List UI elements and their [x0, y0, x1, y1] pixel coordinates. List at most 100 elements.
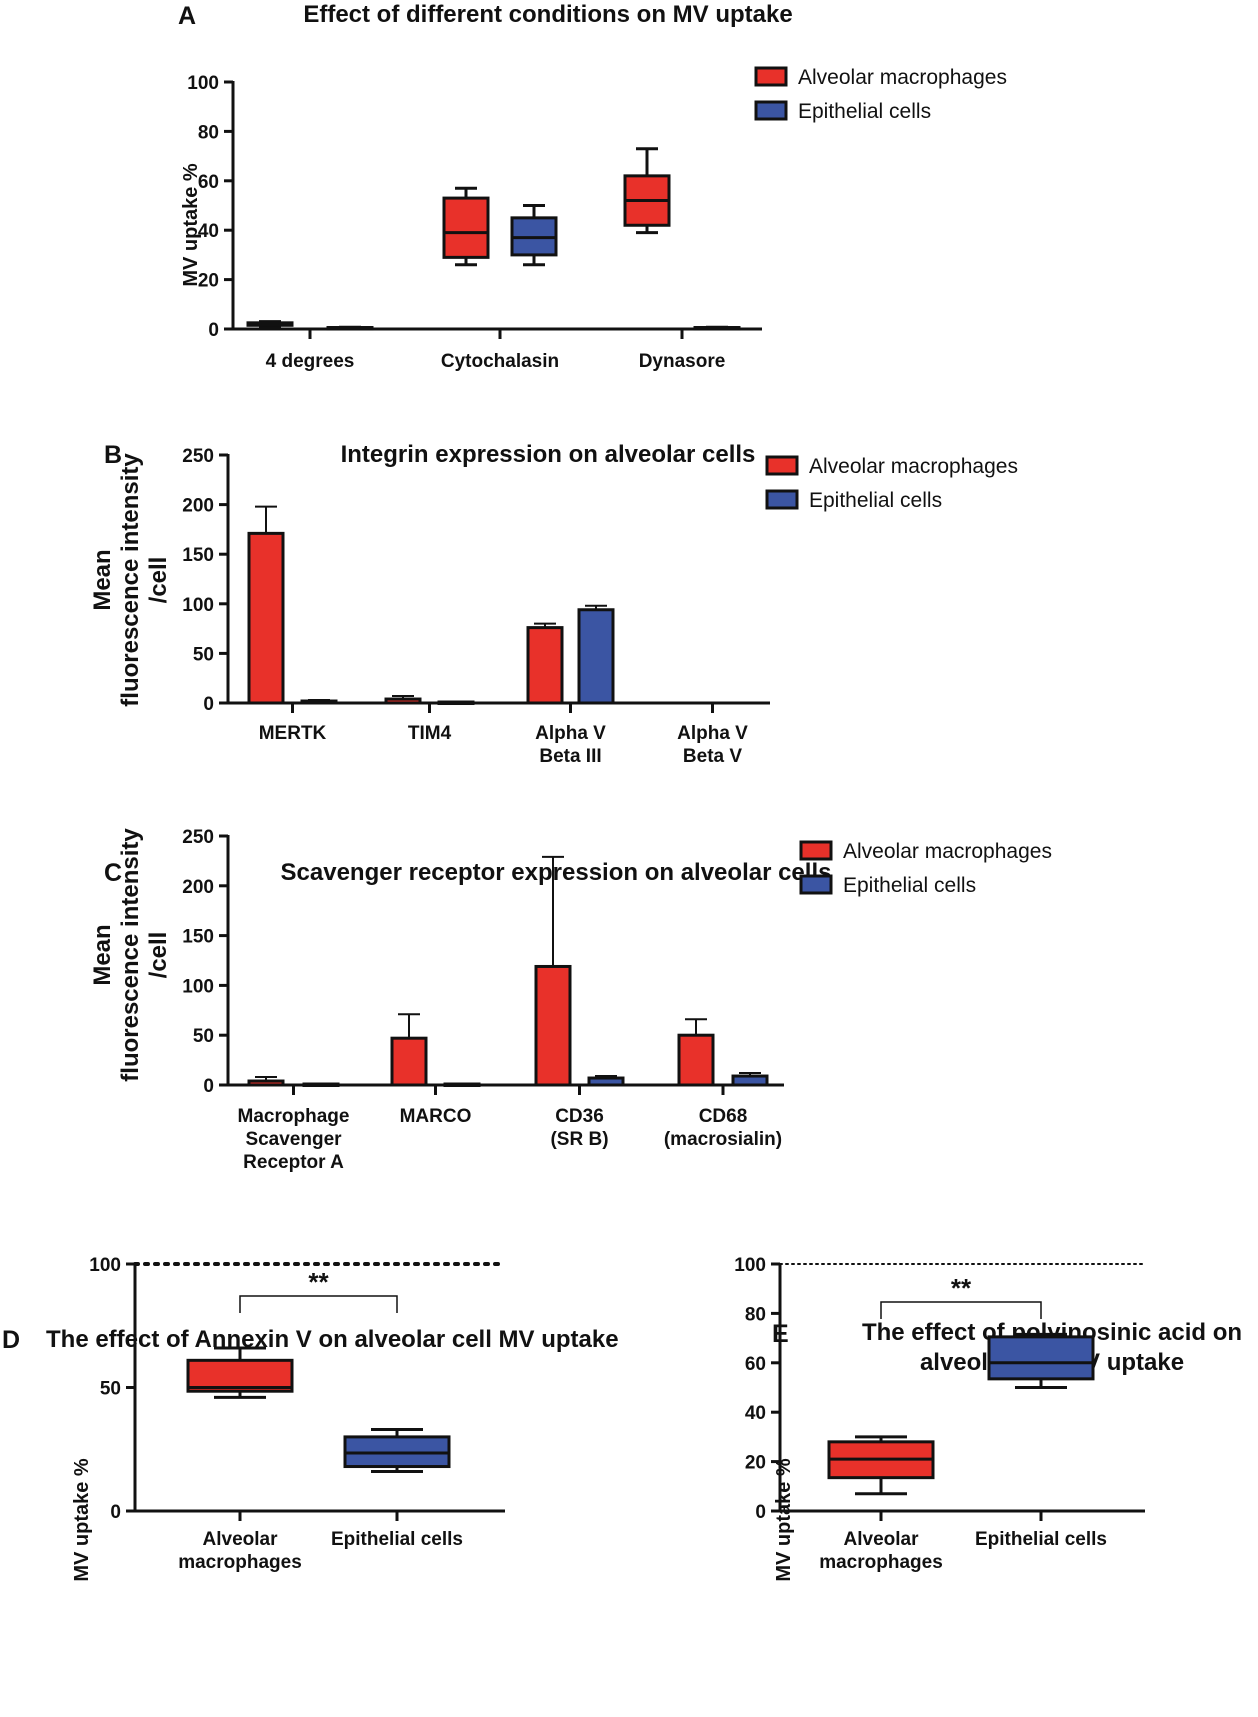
- bar-epithelial: [577, 608, 615, 705]
- legend-label-macrophage: Alveolar macrophages: [798, 66, 1007, 89]
- x-tick-label: macrophages: [178, 1552, 302, 1573]
- legend-label-epithelial: Epithelial cells: [843, 874, 976, 897]
- x-tick-label: Alveolar: [203, 1529, 279, 1550]
- bar-macrophage: [526, 626, 564, 705]
- x-tick-label: (macrosialin): [664, 1129, 782, 1150]
- panel-e: E The effect of polyinosinic acid on alv…: [734, 1255, 1242, 1582]
- y-tick-label: 250: [182, 827, 214, 848]
- bar-macrophage: [384, 697, 422, 705]
- panel-b-title: Integrin expression on alveolar cells: [341, 441, 756, 468]
- y-tick-label: 0: [203, 1076, 214, 1097]
- x-tick-label: MERTK: [259, 723, 327, 744]
- significance-label: **: [951, 1273, 972, 1303]
- panel-a-y-axis-label: MV uptake %: [180, 163, 202, 287]
- y-tick-label: 150: [182, 927, 214, 948]
- x-tick-label: Macrophage: [238, 1106, 350, 1127]
- significance-bracket: [239, 1295, 398, 1313]
- x-tick-label: MARCO: [400, 1106, 472, 1127]
- y-tick-label: 0: [755, 1502, 766, 1523]
- x-tick-label: Alveolar: [844, 1529, 920, 1550]
- panel-a-label: A: [178, 2, 196, 30]
- panel-d-title: The effect of Annexin V on alveolar cell…: [46, 1326, 619, 1353]
- panel-c-title: Scavenger receptor expression on alveola…: [281, 859, 832, 886]
- bar-epithelial: [300, 699, 338, 705]
- panel-a: A Effect of different conditions on MV u…: [178, 1, 1007, 372]
- x-tick-label: Beta III: [539, 746, 601, 767]
- panel-d: D The effect of Annexin V on alveolar ce…: [2, 1255, 619, 1582]
- legend-swatch-epithelial: [799, 874, 833, 895]
- y-tick-label: 100: [187, 73, 219, 94]
- x-tick-label: CD68: [699, 1106, 748, 1127]
- x-tick-label: Scavenger: [245, 1129, 342, 1150]
- y-tick-label: 60: [745, 1354, 766, 1375]
- y-tick-label: 50: [193, 644, 214, 665]
- x-tick-label: macrophages: [819, 1552, 943, 1573]
- y-tick-label: 0: [203, 694, 214, 715]
- bar-macrophage: [677, 1033, 715, 1087]
- y-tick-label: 60: [198, 172, 219, 193]
- x-tick-label: TIM4: [408, 723, 452, 744]
- x-tick-label: 4 degrees: [266, 351, 355, 372]
- y-tick-label: 100: [89, 1255, 121, 1276]
- legend-label-macrophage: Alveolar macrophages: [843, 840, 1052, 863]
- panel-b-label: B: [104, 441, 122, 469]
- significance-label: **: [308, 1267, 329, 1297]
- panel-c-label: C: [104, 859, 122, 887]
- y-tick-label: 200: [182, 877, 214, 898]
- bar-macrophage: [247, 1079, 285, 1087]
- panel-c: C Scavenger receptor expression on alveo…: [89, 827, 1052, 1173]
- y-tick-label: 40: [198, 221, 219, 242]
- legend-swatch-epithelial: [754, 100, 788, 121]
- y-axis-label-line: fluorescence intensity: [117, 828, 144, 1082]
- y-axis-label-line: /cell: [145, 932, 172, 979]
- bar-macrophage: [534, 964, 572, 1087]
- y-tick-label: 250: [182, 446, 214, 467]
- bar-macrophage: [247, 531, 285, 705]
- y-tick-label: 0: [110, 1502, 121, 1523]
- significance-bracket: [880, 1301, 1042, 1319]
- panel-b: B Integrin expression on alveolar cells …: [89, 441, 1018, 767]
- y-tick-label: 80: [745, 1304, 766, 1325]
- y-tick-label: 50: [193, 1026, 214, 1047]
- x-tick-label: Alpha V: [535, 723, 606, 744]
- legend-swatch-macrophage: [799, 840, 833, 861]
- y-axis-label-line: /cell: [145, 557, 172, 604]
- legend-label-macrophage: Alveolar macrophages: [809, 455, 1018, 478]
- y-tick-label: 20: [198, 271, 219, 292]
- y-tick-label: 100: [182, 595, 214, 616]
- y-axis-label-line: Mean: [89, 924, 116, 985]
- x-tick-label: CD36: [555, 1106, 604, 1127]
- legend-label-epithelial: Epithelial cells: [798, 100, 931, 123]
- box-epithelial-box: [987, 1335, 1095, 1381]
- legend-swatch-epithelial: [765, 489, 799, 510]
- y-tick-label: 0: [208, 320, 219, 341]
- y-tick-label: 20: [745, 1453, 766, 1474]
- bar-epithelial: [731, 1074, 769, 1087]
- y-tick-label: 40: [745, 1403, 766, 1424]
- bar-macrophage: [390, 1036, 428, 1087]
- y-tick-label: 80: [198, 122, 219, 143]
- y-tick-label: 200: [182, 496, 214, 517]
- legend-swatch-macrophage: [765, 455, 799, 476]
- panel-d-y-axis-label: MV uptake %: [71, 1458, 93, 1582]
- legend-swatch-macrophage: [754, 66, 788, 87]
- y-tick-label: 150: [182, 545, 214, 566]
- bar-epithelial: [587, 1076, 625, 1087]
- y-tick-label: 100: [734, 1255, 766, 1276]
- x-tick-label: Receptor A: [243, 1152, 344, 1173]
- legend-label-epithelial: Epithelial cells: [809, 489, 942, 512]
- x-tick-label: Beta V: [683, 746, 742, 767]
- box-macrophage-box: [442, 196, 490, 259]
- x-tick-label: Epithelial cells: [331, 1529, 463, 1550]
- x-tick-label: (SR B): [550, 1129, 608, 1150]
- x-tick-label: Cytochalasin: [441, 351, 559, 372]
- panel-a-title: Effect of different conditions on MV upt…: [303, 1, 792, 28]
- panel-d-label: D: [2, 1326, 20, 1354]
- x-tick-label: Dynasore: [639, 351, 726, 372]
- y-tick-label: 50: [100, 1379, 121, 1400]
- y-axis-label-line: fluorescence intensity: [117, 453, 144, 707]
- x-tick-label: Alpha V: [677, 723, 748, 744]
- y-tick-label: 100: [182, 976, 214, 997]
- panel-e-y-axis-label: MV uptake %: [773, 1458, 795, 1582]
